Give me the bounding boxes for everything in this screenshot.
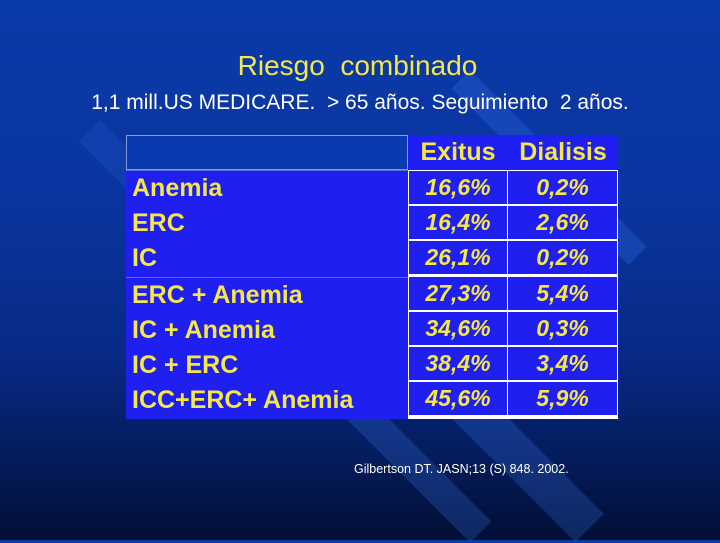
cell-dialisis: 2,6% bbox=[508, 206, 617, 239]
row-label-ic: IC bbox=[132, 244, 157, 272]
row-label-column: Anemia ERC IC ERC + Anemia IC + Anemia I… bbox=[126, 170, 408, 419]
row-label-erc-anemia: ERC + Anemia bbox=[132, 281, 303, 309]
cell-dialisis: 5,4% bbox=[508, 277, 617, 310]
cell-exitus: 27,3% bbox=[409, 277, 507, 310]
row-label-icc-erc-anemia: ICC+ERC+ Anemia bbox=[132, 386, 354, 414]
risk-table: Exitus Dialisis Anemia ERC IC ERC + Anem… bbox=[126, 135, 618, 419]
cell-exitus: 34,6% bbox=[409, 312, 507, 345]
table-header-row: Exitus Dialisis bbox=[126, 135, 618, 170]
cell-exitus: 26,1% bbox=[409, 241, 507, 274]
cell-exitus: 45,6% bbox=[409, 382, 507, 415]
row-label-group-combined: ERC + Anemia IC + Anemia IC + ERC ICC+ER… bbox=[126, 277, 408, 420]
row-label-anemia: Anemia bbox=[132, 174, 223, 202]
cell-exitus: 38,4% bbox=[409, 347, 507, 380]
citation: Gilbertson DT. JASN;13 (S) 848. 2002. bbox=[354, 462, 569, 476]
cell-dialisis: 0,3% bbox=[508, 312, 617, 345]
cell-dialisis: 0,2% bbox=[508, 171, 617, 204]
slide-subtitle: 1,1 mill.US MEDICARE. > 65 años. Seguimi… bbox=[91, 91, 629, 114]
cell-dialisis: 5,9% bbox=[508, 382, 617, 415]
row-label-group-single: Anemia ERC IC bbox=[126, 170, 408, 277]
cell-exitus: 16,4% bbox=[409, 206, 507, 239]
row-label-erc: ERC bbox=[132, 209, 185, 237]
cell-dialisis: 3,4% bbox=[508, 347, 617, 380]
column-header-exitus: Exitus bbox=[408, 135, 508, 170]
cell-dialisis: 0,2% bbox=[508, 241, 617, 274]
row-label-ic-erc: IC + ERC bbox=[132, 351, 239, 379]
row-label-ic-anemia: IC + Anemia bbox=[132, 316, 275, 344]
cell-exitus: 16,6% bbox=[409, 171, 507, 204]
column-header-dialisis: Dialisis bbox=[508, 135, 618, 170]
slide-title: Riesgo combinado bbox=[237, 50, 478, 81]
table-header-blank bbox=[126, 135, 408, 170]
table-values: 16,6% 0,2% 16,4% 2,6% 26,1% 0,2% 27,3% 5… bbox=[408, 170, 618, 419]
